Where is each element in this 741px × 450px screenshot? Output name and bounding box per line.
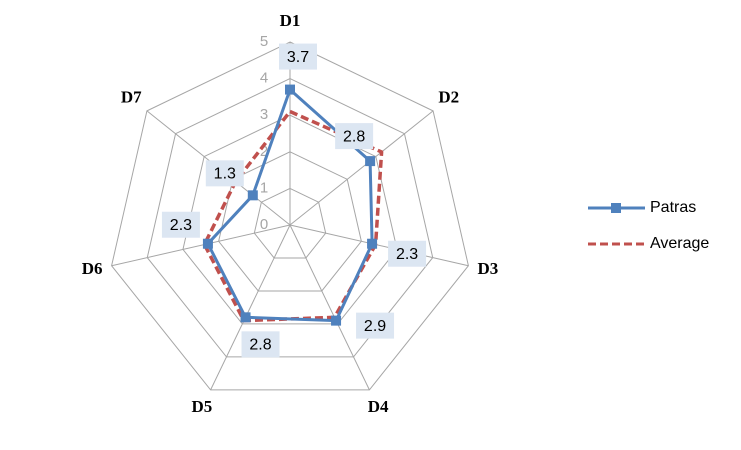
r-tick-label: 2 — [260, 143, 268, 160]
spoke — [289, 110, 434, 226]
data-label-box — [241, 331, 280, 358]
data-label-box — [335, 123, 374, 150]
series-line — [202, 109, 384, 323]
data-label: 2.8 — [343, 128, 365, 145]
spoke — [289, 224, 469, 267]
data-label: 2.3 — [396, 246, 418, 263]
series-line — [206, 88, 374, 323]
grid-ring — [111, 41, 469, 391]
data-label-box — [161, 211, 200, 238]
category-label: D3 — [478, 259, 499, 278]
data-label-box — [356, 312, 395, 339]
r-tick-label: 3 — [260, 106, 268, 123]
grid-ring — [253, 187, 327, 259]
category-label: D6 — [82, 259, 103, 278]
category-label: D1 — [280, 11, 301, 30]
r-tick-label: 0 — [260, 216, 268, 233]
category-label: D2 — [438, 87, 459, 106]
legend-label: Average — [650, 235, 709, 252]
category-label: D5 — [192, 397, 213, 416]
r-tick-label: 5 — [260, 33, 268, 50]
data-label: 2.3 — [170, 217, 192, 234]
marker — [247, 190, 258, 201]
data-label-box — [388, 240, 427, 267]
data-label-box — [205, 160, 244, 187]
legend-label: Patras — [650, 199, 696, 216]
legend-marker — [611, 203, 621, 213]
marker — [331, 315, 342, 326]
grid-ring — [218, 151, 362, 292]
marker — [202, 238, 213, 249]
spoke — [289, 224, 370, 391]
spoke — [210, 224, 291, 391]
r-tick-label: 4 — [260, 70, 268, 87]
marker — [240, 312, 251, 323]
data-label: 2.8 — [249, 337, 271, 354]
r-tick-label: 1 — [260, 179, 268, 196]
marker — [285, 84, 295, 95]
marker — [365, 156, 376, 167]
data-label: 2.9 — [364, 318, 386, 335]
data-label: 1.3 — [214, 166, 236, 183]
grid-ring — [146, 78, 434, 358]
category-label: D4 — [368, 397, 389, 416]
data-label: 3.7 — [287, 49, 309, 66]
spoke — [111, 224, 291, 267]
marker — [367, 238, 378, 249]
data-label-box — [279, 43, 317, 70]
category-label: D7 — [121, 87, 142, 106]
